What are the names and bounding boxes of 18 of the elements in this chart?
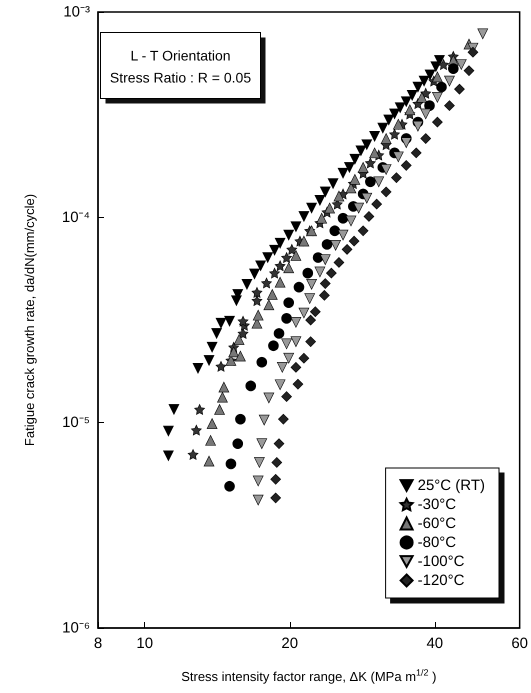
y-tick-label: 10⁻³ [63,4,90,20]
x-tick-label: 20 [281,635,298,652]
y-tick-label: 10⁻⁴ [62,208,90,226]
legend-label: -80°C [418,534,456,551]
x-tick-label: 60 [511,635,528,652]
legend-label: -60°C [418,515,456,532]
legend-label: -120°C [418,572,465,589]
annotation: Stress Ratio : R = 0.05 [110,70,252,86]
y-tick-label: 10⁻⁵ [62,414,90,432]
y-axis-title: Fatigue crack growth rate, da/dN(mm/cycle) [22,194,37,446]
x-tick-label: 40 [426,635,444,652]
x-tick-label: 8 [94,635,102,652]
legend-label: -30°C [418,496,456,513]
y-tick-label: 10⁻⁶ [62,620,90,636]
x-tick-label: 10 [136,635,154,652]
annotation: L - T Orientation [130,48,231,64]
legend-label: 25°C (RT) [418,477,486,494]
legend-label: -100°C [418,553,465,570]
